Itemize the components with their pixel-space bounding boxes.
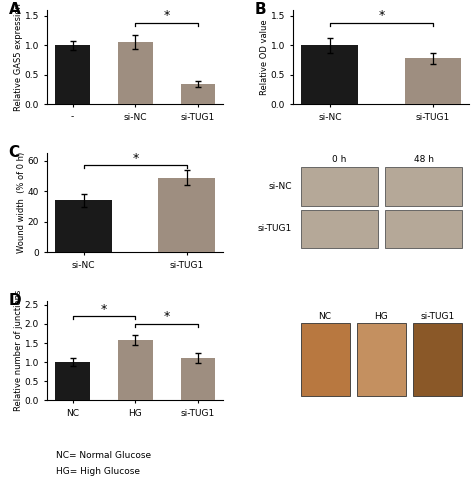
Text: si-TUG1: si-TUG1 (257, 224, 292, 234)
Text: 48 h: 48 h (413, 155, 434, 164)
Text: *: * (164, 9, 170, 22)
Bar (118, 340, 153, 400)
Y-axis label: Relative number of junctions: Relative number of junctions (14, 290, 23, 411)
Text: C: C (9, 145, 20, 160)
Bar (55, 200, 112, 252)
Bar (55, 362, 90, 400)
Bar (301, 167, 378, 206)
Text: *: * (164, 310, 170, 324)
Bar (118, 42, 153, 104)
Bar (385, 210, 462, 248)
Text: NC= Normal Glucose: NC= Normal Glucose (56, 451, 151, 460)
Text: *: * (378, 9, 384, 22)
Text: *: * (132, 152, 138, 165)
Text: si-TUG1: si-TUG1 (420, 311, 455, 321)
Bar (55, 45, 90, 104)
Text: 0 h: 0 h (332, 155, 346, 164)
Bar (301, 45, 358, 104)
Text: NC: NC (319, 311, 332, 321)
Y-axis label: Wound width  (% of 0 h): Wound width (% of 0 h) (17, 152, 26, 253)
Bar (405, 58, 461, 104)
Text: A: A (9, 2, 20, 17)
Bar (181, 358, 215, 400)
Bar (357, 323, 406, 396)
Bar (181, 84, 215, 104)
Text: HG= High Glucose: HG= High Glucose (56, 467, 140, 476)
Bar (385, 167, 462, 206)
Text: si-NC: si-NC (268, 182, 292, 191)
Bar (158, 178, 215, 252)
Text: B: B (255, 2, 266, 17)
Text: HG: HG (374, 311, 388, 321)
Text: D: D (9, 293, 21, 308)
Bar (301, 323, 350, 396)
Text: *: * (101, 303, 107, 316)
Y-axis label: Relative GAS5 expression: Relative GAS5 expression (14, 3, 23, 111)
Y-axis label: Relative OD value: Relative OD value (260, 19, 269, 95)
Bar (301, 210, 378, 248)
Bar (413, 323, 462, 396)
